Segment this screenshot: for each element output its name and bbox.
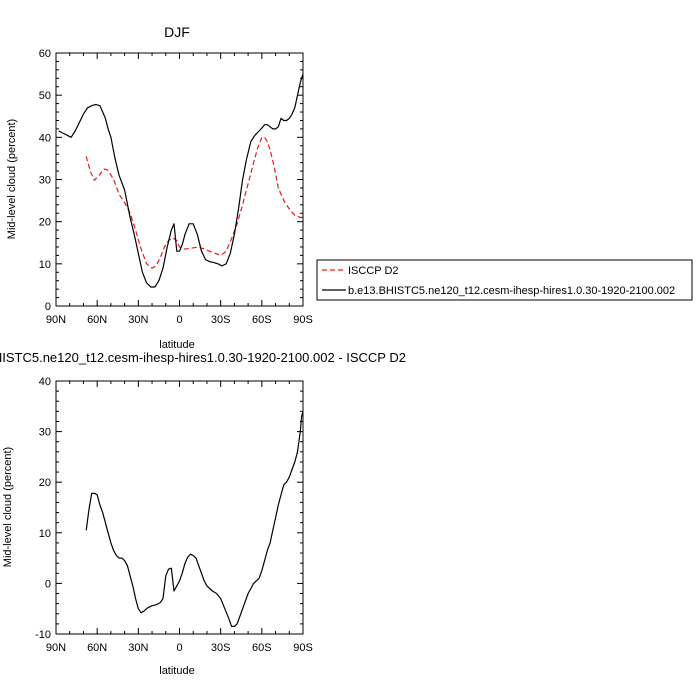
bottom-x-tick-label: 60N (87, 642, 107, 654)
top-x-ticks: 90N 60N 30N 0 30S 60S 90S (46, 53, 313, 326)
top-series-line-1 (58, 73, 304, 288)
bottom-x-tick-label: 90S (293, 642, 313, 654)
bottom-y-tick-label: 30 (39, 427, 51, 439)
top-x-tick-label: 60N (87, 314, 107, 326)
top-y-tick-label: 60 (39, 48, 51, 60)
bottom-y-tick-label: 10 (39, 528, 51, 540)
legend-box (316, 259, 693, 301)
legend-label-isccp: ISCCP D2 (348, 265, 399, 277)
bottom-y-tick-label: -10 (35, 629, 51, 641)
bottom-y-axis-label: Mid-level cloud (percent) (2, 447, 14, 567)
bottom-x-tick-label: 0 (176, 642, 182, 654)
top-y-tick-label: 0 (45, 301, 51, 313)
top-y-tick-label: 20 (39, 217, 51, 229)
bottom-x-tick-label: 30N (128, 642, 148, 654)
top-series-line-0 (85, 136, 303, 269)
top-y-tick-label: 50 (39, 90, 51, 102)
top-plot: DJF 90N 60N 30N 0 30S 60S 90S 0 10 20 30 40 50 60 la… (6, 24, 313, 351)
bottom-chart-title: b.e13.BHISTC5.ne120_t12.cesm-ihesp-hires… (0, 350, 406, 365)
bottom-series-group (85, 411, 304, 628)
bottom-plot: b.e13.BHISTC5.ne120_t12.cesm-ihesp-hires… (0, 350, 406, 677)
top-y-tick-label: 40 (39, 132, 51, 144)
bottom-x-tick-label: 60S (252, 642, 272, 654)
bottom-x-tick-label: 30S (211, 642, 231, 654)
top-plot-frame (55, 52, 304, 307)
top-x-tick-label: 30S (211, 314, 231, 326)
top-y-tick-label: 10 (39, 259, 51, 271)
bottom-plot-frame (55, 380, 304, 635)
top-x-tick-label: 30N (128, 314, 148, 326)
top-chart-title: DJF (164, 24, 190, 40)
bottom-y-tick-label: 40 (39, 376, 51, 388)
bottom-y-ticks: -10 0 10 20 30 40 (35, 376, 303, 641)
top-x-tick-label: 60S (252, 314, 272, 326)
top-x-axis-label: latitude (159, 339, 194, 351)
top-y-ticks: 0 10 20 30 40 50 60 (39, 48, 303, 313)
top-series-group (58, 73, 304, 288)
top-x-tick-label: 90S (293, 314, 313, 326)
top-x-tick-label: 90N (46, 314, 66, 326)
legend-label-model: b.e13.BHISTC5.ne120_t12.cesm-ihesp-hires… (348, 285, 675, 297)
top-y-tick-label: 30 (39, 175, 51, 187)
bottom-y-tick-label: 20 (39, 477, 51, 489)
bottom-x-ticks: 90N 60N 30N 0 30S 60S 90S (46, 381, 313, 654)
bottom-x-tick-label: 90N (46, 642, 66, 654)
bottom-y-tick-label: 0 (45, 578, 51, 590)
bottom-x-axis-label: latitude (159, 665, 194, 677)
bottom-series-line-0 (85, 411, 304, 628)
legend: ISCCP D2 b.e13.BHISTC5.ne120_t12.cesm-ih… (316, 259, 693, 301)
top-x-tick-label: 0 (176, 314, 182, 326)
top-y-axis-label: Mid-level cloud (percent) (6, 119, 18, 239)
